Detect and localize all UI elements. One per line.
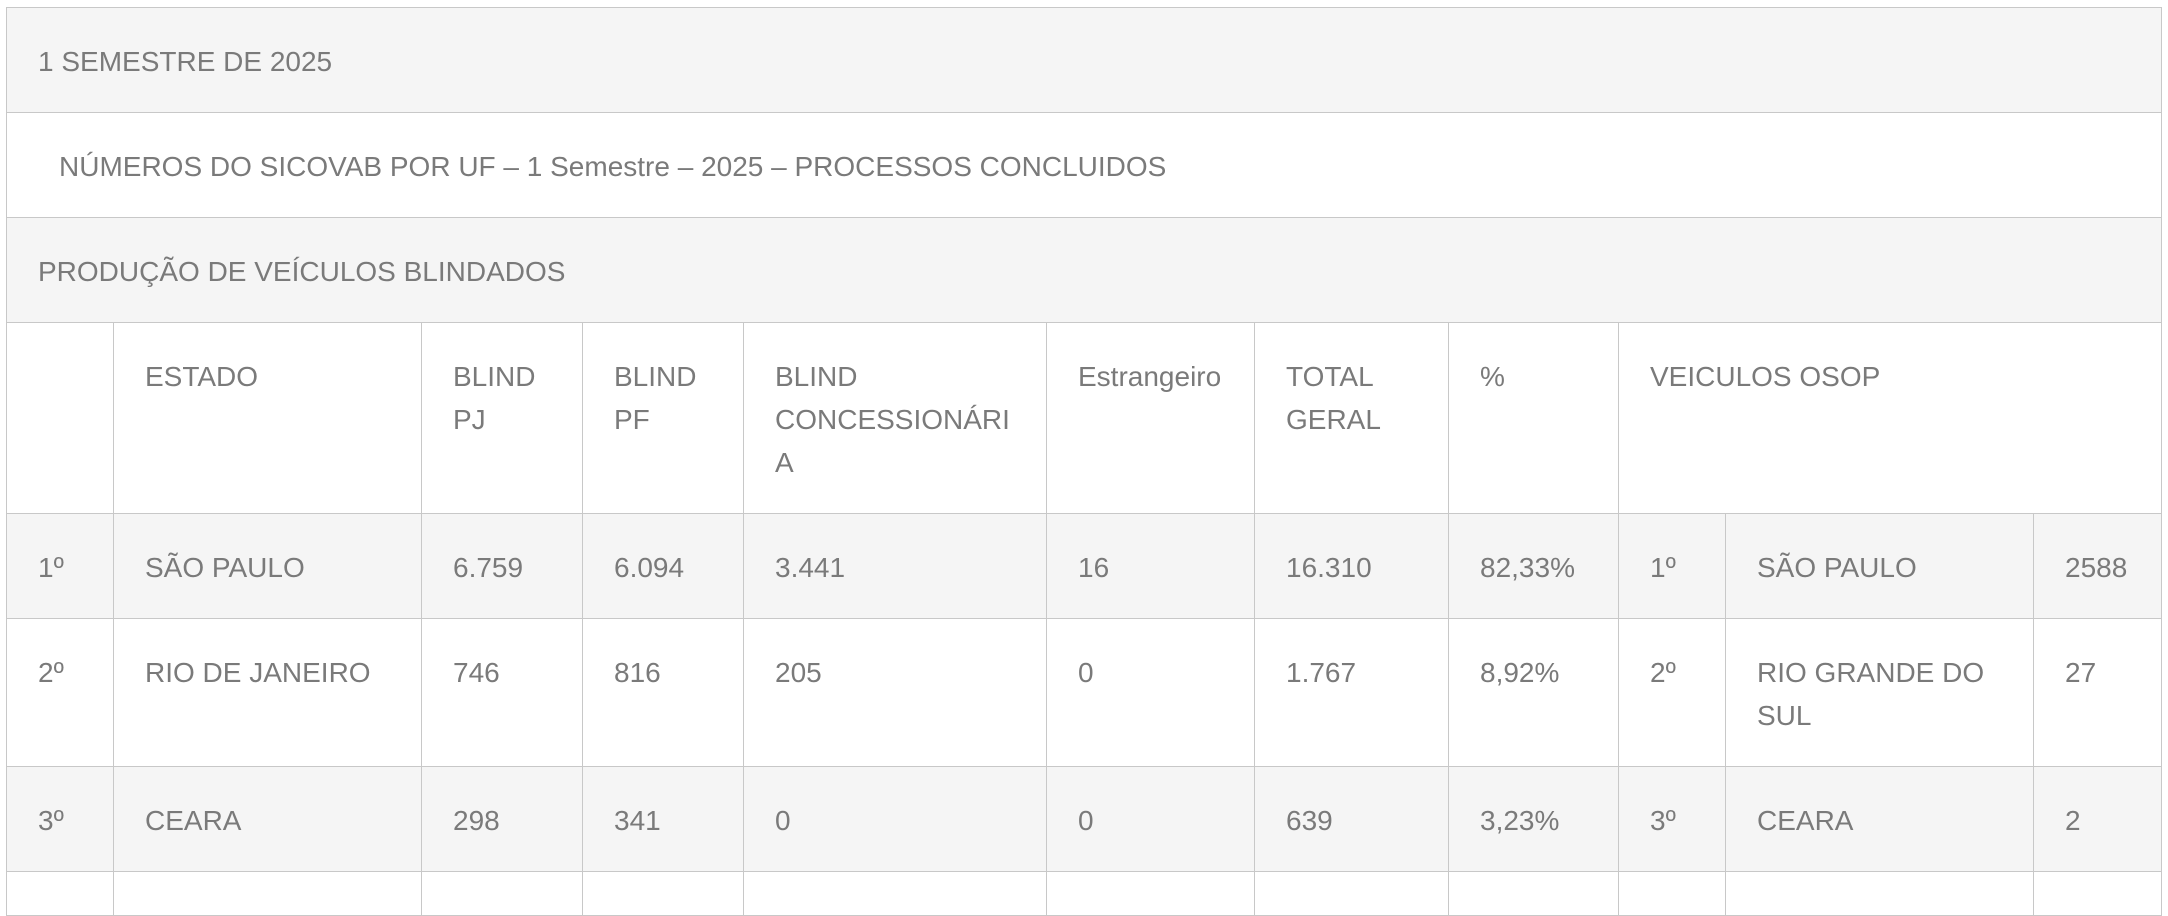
cell-estado: SÃO PAULO (113, 513, 422, 619)
table-row: 1º SÃO PAULO 6.759 6.094 3.441 16 16.310… (6, 513, 2162, 619)
cell-estado: CEARA (113, 766, 422, 872)
cell-blind-pj: 6.759 (421, 513, 583, 619)
cell-rank: 3º (6, 766, 114, 872)
cell-total-geral: 16.310 (1254, 513, 1449, 619)
cell-percent: 82,33% (1448, 513, 1619, 619)
table-row: 2º RIO DE JANEIRO 746 816 205 0 1.767 8,… (6, 618, 2162, 767)
cell-osop-rank: 2º (1618, 618, 1726, 767)
section-row: PRODUÇÃO DE VEÍCULOS BLINDADOS (6, 217, 2162, 323)
cell-estrangeiro: 0 (1046, 618, 1255, 767)
cell-osop-rank: 3º (1618, 766, 1726, 872)
cell-empty (1618, 871, 1726, 916)
cell-blind-concessionaria: 205 (743, 618, 1047, 767)
header-estado: ESTADO (113, 322, 422, 514)
cell-blind-pj: 298 (421, 766, 583, 872)
cell-total-geral: 639 (1254, 766, 1449, 872)
cell-blind-concessionaria: 3.441 (743, 513, 1047, 619)
cell-osop-count: 27 (2033, 618, 2162, 767)
cell-empty (1448, 871, 1619, 916)
cell-osop-rank: 1º (1618, 513, 1726, 619)
table-row: 3º CEARA 298 341 0 0 639 3,23% 3º CEARA … (6, 766, 2162, 872)
sicovab-table: 1 SEMESTRE DE 2025 NÚMEROS DO SICOVAB PO… (6, 7, 2162, 916)
semester-row: 1 SEMESTRE DE 2025 (6, 7, 2162, 113)
cell-empty (113, 871, 422, 916)
cell-empty (6, 871, 114, 916)
header-veiculos-osop: VEICULOS OSOP (1618, 322, 2162, 514)
table-row-partial (6, 871, 2162, 916)
cell-percent: 3,23% (1448, 766, 1619, 872)
subtitle-row: NÚMEROS DO SICOVAB POR UF – 1 Semestre –… (6, 112, 2162, 218)
cell-empty (2033, 871, 2162, 916)
cell-osop-count: 2588 (2033, 513, 2162, 619)
cell-rank: 1º (6, 513, 114, 619)
header-row: ESTADO BLIND PJ BLIND PF BLIND CONCESSIO… (6, 322, 2162, 514)
cell-blind-concessionaria: 0 (743, 766, 1047, 872)
cell-blind-pj: 746 (421, 618, 583, 767)
cell-percent: 8,92% (1448, 618, 1619, 767)
header-estrangeiro: Estrangeiro (1046, 322, 1255, 514)
header-blind-pf: BLIND PF (582, 322, 744, 514)
header-blind-concessionaria: BLIND CONCESSIONÁRIA (743, 322, 1047, 514)
cell-osop-estado: CEARA (1725, 766, 2034, 872)
cell-osop-count: 2 (2033, 766, 2162, 872)
cell-empty (1046, 871, 1255, 916)
cell-blind-pf: 6.094 (582, 513, 744, 619)
cell-blind-pf: 341 (582, 766, 744, 872)
cell-osop-estado: RIO GRANDE DO SUL (1725, 618, 2034, 767)
cell-empty (1725, 871, 2034, 916)
table-subtitle: NÚMEROS DO SICOVAB POR UF – 1 Semestre –… (6, 112, 2162, 218)
cell-rank: 2º (6, 618, 114, 767)
cell-empty (582, 871, 744, 916)
header-total-geral: TOTAL GERAL (1254, 322, 1449, 514)
cell-total-geral: 1.767 (1254, 618, 1449, 767)
header-percent: % (1448, 322, 1619, 514)
header-rank (6, 322, 114, 514)
section-label: PRODUÇÃO DE VEÍCULOS BLINDADOS (6, 217, 2162, 323)
cell-empty (421, 871, 583, 916)
semester-label: 1 SEMESTRE DE 2025 (6, 7, 2162, 113)
cell-empty (743, 871, 1047, 916)
cell-estrangeiro: 16 (1046, 513, 1255, 619)
cell-blind-pf: 816 (582, 618, 744, 767)
cell-osop-estado: SÃO PAULO (1725, 513, 2034, 619)
cell-estado: RIO DE JANEIRO (113, 618, 422, 767)
header-blind-pj: BLIND PJ (421, 322, 583, 514)
cell-estrangeiro: 0 (1046, 766, 1255, 872)
cell-empty (1254, 871, 1449, 916)
